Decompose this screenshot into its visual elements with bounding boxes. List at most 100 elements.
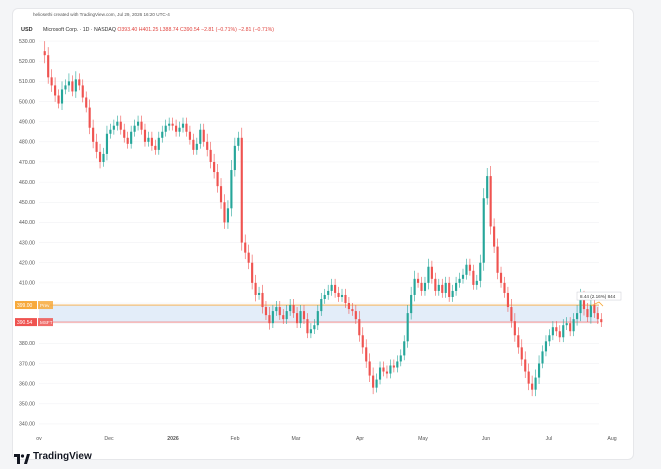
y-tick-label: 480.00 <box>19 140 35 146</box>
candle-body <box>531 383 534 390</box>
candle-body <box>576 313 579 320</box>
candle-body <box>47 55 50 78</box>
candle-body <box>230 170 233 209</box>
candle-body <box>320 298 323 312</box>
x-tick-label: May <box>418 436 428 442</box>
candle-body <box>257 292 261 295</box>
candle-body <box>354 311 357 320</box>
candle-body <box>544 341 548 352</box>
prev-close-badge-label: Prev <box>40 303 50 308</box>
candle-body <box>50 77 53 86</box>
candle-body <box>185 123 188 132</box>
last-price-badge-label-box <box>38 318 53 327</box>
candle-body <box>116 121 119 126</box>
candle-body <box>499 272 503 283</box>
candle-body <box>555 327 558 332</box>
candle-body <box>136 121 140 126</box>
candle-body <box>289 305 292 312</box>
candle-body <box>299 311 302 324</box>
candle-body <box>109 129 112 134</box>
candle-body <box>126 137 129 144</box>
candle-body <box>396 361 399 368</box>
candle-body <box>133 125 136 132</box>
candle-body <box>472 270 475 285</box>
measure-box <box>576 291 622 301</box>
candle-body <box>455 282 458 291</box>
candle-body <box>43 51 46 56</box>
candle-body <box>237 137 240 146</box>
candle-body <box>302 311 306 320</box>
candle-body <box>506 292 510 308</box>
candle-body <box>548 335 551 342</box>
candle-body <box>313 325 316 330</box>
candle-body <box>586 309 589 318</box>
candle-body <box>226 208 230 223</box>
candle-body <box>168 123 171 126</box>
candle-body <box>510 307 513 322</box>
candle-body <box>244 242 247 253</box>
candle-body <box>486 176 489 199</box>
candle-body <box>340 294 344 297</box>
tradingview-icon <box>14 451 30 464</box>
x-tick-label: 2026 <box>167 436 179 442</box>
candle-body <box>399 355 402 362</box>
candle-body <box>430 266 433 279</box>
candle-body <box>337 292 340 297</box>
y-tick-label: 440.00 <box>19 220 35 226</box>
candle-body <box>161 131 164 138</box>
candle-body <box>209 149 212 162</box>
candle-body <box>74 79 77 92</box>
y-tick-label: 460.00 <box>19 180 35 186</box>
candle-body <box>378 367 382 380</box>
candle-body <box>327 290 330 295</box>
symbol-line[interactable]: Microsoft Corp. · 1D · NASDAQ <box>43 27 116 33</box>
candle-body <box>223 202 226 223</box>
candle-body <box>458 278 461 283</box>
candle-body <box>562 325 565 338</box>
measure-arrow-icon <box>590 301 604 307</box>
candle-body <box>143 129 147 142</box>
candle-body <box>385 371 389 374</box>
candle-body <box>368 361 371 376</box>
last-price-badge-label: MSFT <box>40 320 53 325</box>
candle-body <box>275 307 278 312</box>
range-fill <box>39 305 599 323</box>
candle-body <box>171 123 174 126</box>
candle-body <box>278 307 281 316</box>
candle-body <box>475 280 478 285</box>
candle-body <box>582 298 586 310</box>
candle-body <box>202 129 205 142</box>
candle-body <box>496 246 499 273</box>
candle-body <box>569 323 572 332</box>
candle-body <box>309 329 312 334</box>
y-tick-label: 360.00 <box>19 381 35 387</box>
y-tick-label: 500.00 <box>19 99 35 105</box>
x-tick-label: Mar <box>292 436 301 442</box>
currency-label: USD <box>21 27 33 33</box>
candle-body <box>306 319 309 334</box>
tradingview-logo[interactable]: TradingView <box>14 449 92 464</box>
candle-body <box>81 85 84 98</box>
candle-body <box>316 311 319 326</box>
candlestick-chart[interactable]: 340.00350.00360.00370.00380.00390.00400.… <box>13 9 633 459</box>
candle-body <box>423 282 427 291</box>
candle-body <box>95 141 98 152</box>
candle-body <box>503 282 506 293</box>
candle-body <box>102 153 105 162</box>
candle-body <box>372 375 375 388</box>
candle-body <box>92 127 95 142</box>
candle-body <box>247 252 250 263</box>
candle-body <box>192 139 195 150</box>
candle-body <box>493 226 496 247</box>
page-scrollbar[interactable] <box>640 6 648 454</box>
candle-body <box>292 305 295 314</box>
candle-body <box>365 347 368 362</box>
candle-body <box>147 137 150 142</box>
candle-body <box>112 125 115 130</box>
candle-body <box>513 321 516 336</box>
price-range-band <box>39 304 599 323</box>
candle-body <box>437 284 440 291</box>
candle-body <box>216 172 219 187</box>
candle-body <box>64 85 67 90</box>
candle-body <box>558 331 561 338</box>
